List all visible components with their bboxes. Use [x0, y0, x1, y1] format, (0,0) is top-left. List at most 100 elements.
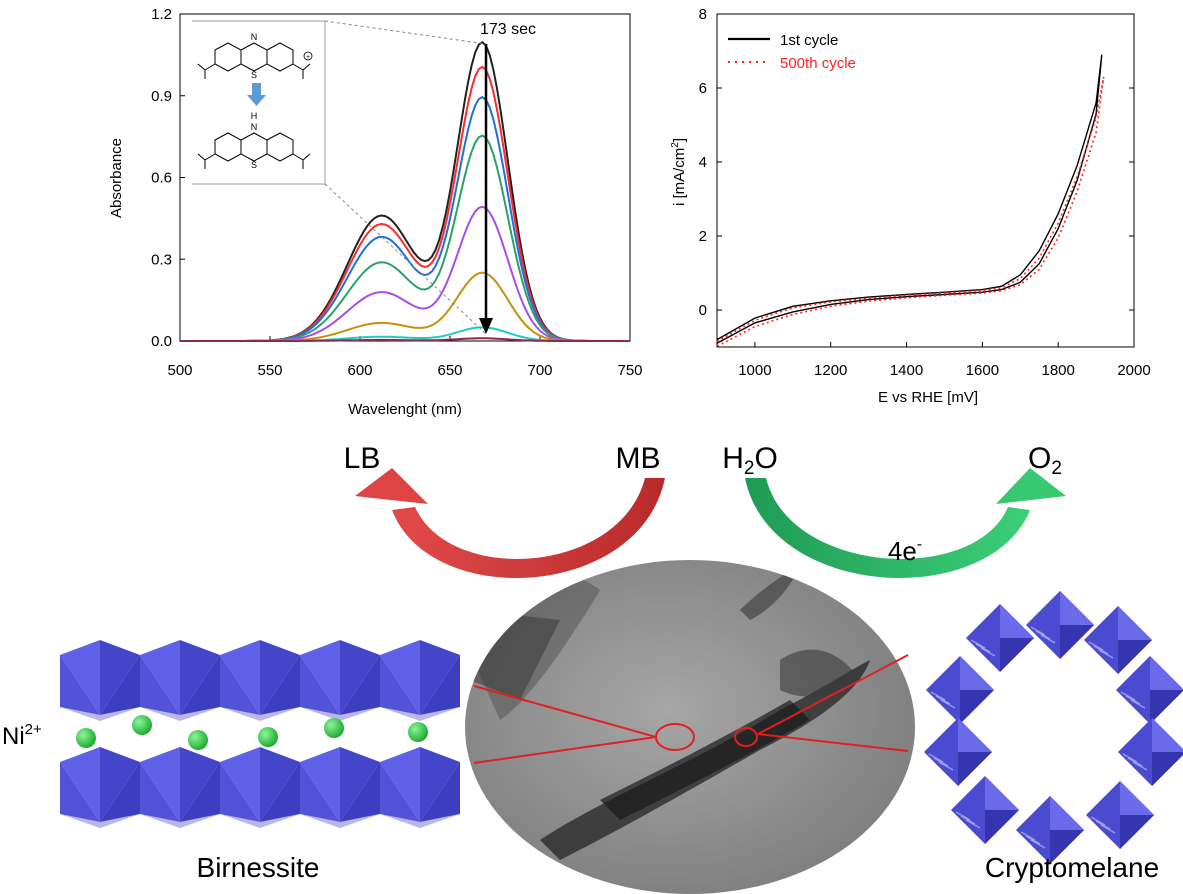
reduction-arrow-head: [355, 468, 428, 504]
cryptomelane-edge: [1122, 753, 1138, 763]
cryptomelane-face: [1120, 781, 1154, 815]
cryptomelane-edge: [1132, 761, 1148, 771]
cryptomelane-face: [1060, 625, 1094, 659]
birnessite-octahedron-face: [180, 640, 220, 715]
cv-y-axis-label: i [mA/cm2]: [670, 138, 688, 206]
birnessite-octahedron-face: [300, 655, 340, 715]
birnessite-octahedron-face: [340, 747, 380, 822]
birnessite-octahedron-face: [380, 640, 420, 715]
inset-conversion-arrow-body: [252, 83, 261, 96]
cv-legend: 1st cycle 500th cycle: [728, 32, 856, 72]
birnessite-octahedron-face: [380, 707, 460, 721]
birnessite-octahedron-face: [100, 640, 140, 715]
cryptomelane-edge: [1030, 626, 1046, 636]
time-arrow-head: [479, 318, 493, 334]
birnessite-octahedron-face: [180, 655, 220, 715]
uv-series-line-5: [180, 271, 630, 342]
cryptomelane-edge: [1127, 757, 1143, 767]
cv-series-group: [716, 54, 1105, 348]
cv-series-line-0: [716, 54, 1103, 344]
nickel-ion: [258, 727, 278, 747]
nickel-ion: [76, 728, 96, 748]
mb-charge: +: [306, 54, 310, 61]
electron-label: 4e-: [888, 536, 922, 566]
cryptomelane-face: [1050, 830, 1084, 864]
inset-conversion-arrow-head: [247, 95, 266, 106]
uv-y-axis-label: Absorbance: [108, 138, 125, 218]
birnessite-octahedron-face: [260, 762, 300, 822]
cryptomelane-face: [1118, 606, 1152, 640]
cryptomelane-edge: [1025, 835, 1041, 845]
uv-series-line-4: [180, 205, 630, 342]
cryptomelane-edge: [1098, 649, 1114, 659]
birnessite-octahedron-face: [340, 655, 380, 715]
time-annotation: 173 sec: [480, 21, 536, 38]
cv-x-tick-label: 1800: [1041, 362, 1074, 379]
uv-plot-frame: [179, 13, 631, 342]
svg-text:i [mA/cm2]: i [mA/cm2]: [670, 138, 688, 206]
cryptomelane-edge: [1095, 820, 1111, 830]
birnessite-octahedron-face: [100, 762, 140, 822]
cv-y-tick-label: 2: [699, 228, 707, 245]
cv-plot-frame: [716, 13, 1135, 348]
birnessite-octahedron-face: [380, 747, 420, 822]
uv-x-tick-label: 600: [347, 362, 372, 379]
birnessite-octahedron-face: [140, 762, 180, 822]
uv-y-tick-label: 0.9: [151, 88, 172, 105]
oxidation-arrow: [745, 478, 1030, 578]
birnessite-octahedron-face: [300, 747, 340, 822]
nickel-ion: [324, 718, 344, 738]
cryptomelane-face: [1150, 656, 1183, 690]
cryptomelane-face: [1050, 796, 1084, 830]
cv-chart: 1000 1200 1400 1600 1800 2000 0 2 4 6 8 E vs RHE […: [670, 6, 1151, 406]
birnessite-octahedron-face: [140, 707, 220, 721]
zoom-line-right-top: [757, 654, 909, 735]
birnessite-octahedron-face: [420, 762, 460, 822]
birnessite-octahedron-face: [420, 655, 460, 715]
birnessite-octahedron-face: [300, 640, 340, 715]
birnessite-bottom-layer: [60, 747, 460, 828]
tem-image: [465, 560, 915, 894]
cryptomelane-edge: [928, 753, 944, 763]
cv-x-tick-label: 1200: [814, 362, 847, 379]
cryptomelane-face: [1060, 591, 1094, 625]
cryptomelane-edge: [1088, 641, 1104, 651]
cryptomelane-edge: [1130, 699, 1146, 709]
cv-series-line-1: [716, 76, 1105, 348]
cryptomelane-edge: [1030, 839, 1046, 849]
cryptomelane-edge: [1125, 695, 1141, 705]
uv-x-tick-label: 650: [437, 362, 462, 379]
cryptomelane-edge: [1035, 630, 1051, 640]
cv-x-tick-label: 1600: [966, 362, 999, 379]
oxidation-arrow-head: [996, 468, 1066, 504]
birnessite-octahedron-face: [300, 762, 340, 822]
nickel-ion: [188, 730, 208, 750]
cryptomelane-face: [1000, 638, 1034, 672]
cryptomelane-face: [1150, 690, 1183, 724]
nickel-ions: [76, 715, 428, 750]
birnessite-octahedron-face: [340, 640, 380, 715]
cryptomelane-edge: [935, 695, 951, 705]
cryptomelane-edge: [933, 757, 949, 767]
cryptomelane-face: [1152, 718, 1183, 752]
legend-label-1st-cycle: 1st cycle: [780, 32, 838, 49]
birnessite-octahedron-face: [260, 640, 300, 715]
uv-series-group: [180, 41, 630, 342]
reduction-arrow: [392, 478, 665, 578]
birnessite-octahedron-face: [380, 762, 420, 822]
zoom-line-left-top: [473, 685, 657, 738]
cryptomelane-face: [958, 718, 992, 752]
cv-x-tick-label: 1400: [890, 362, 923, 379]
cryptomelane-edge: [970, 639, 986, 649]
birnessite-octahedron-face: [140, 814, 220, 828]
o2-label: O2: [1028, 442, 1062, 479]
uv-y-tick-label: 0.0: [151, 333, 172, 350]
uv-series-line-7: [180, 337, 630, 342]
birnessite-top-layer: [60, 640, 460, 721]
cryptomelane-edge: [1090, 816, 1106, 826]
cryptomelane-edge: [1020, 831, 1036, 841]
lb-s-atom: S: [251, 160, 257, 170]
cryptomelane-face: [1000, 604, 1034, 638]
reaction-scheme: LB MB H2O O2 4e-: [344, 442, 1066, 578]
cryptomelane-edge: [938, 761, 954, 771]
